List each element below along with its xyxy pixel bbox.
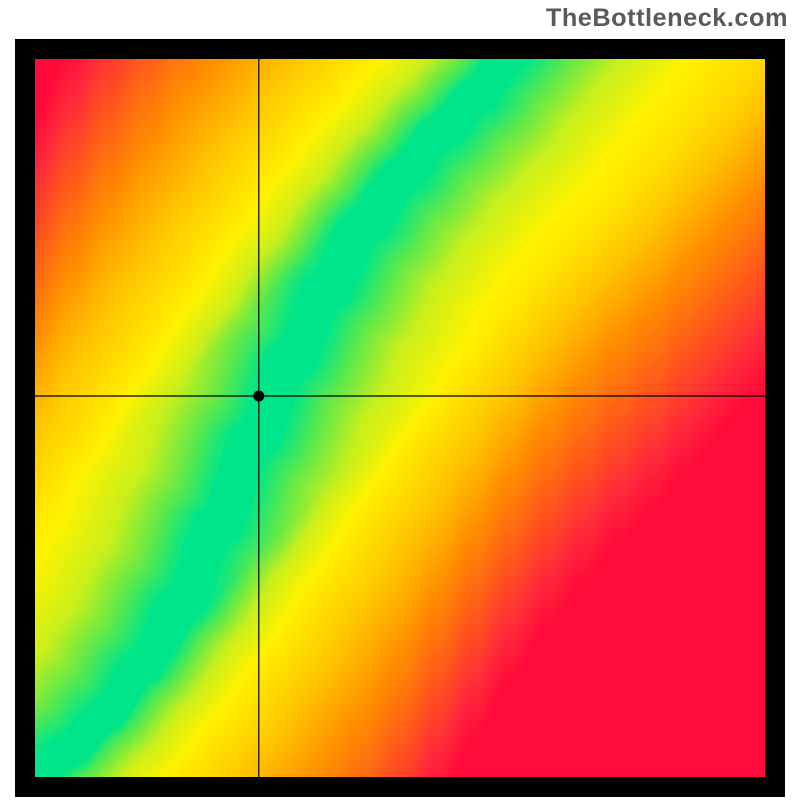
attribution-text: TheBottleneck.com [10,4,790,39]
heatmap-chart [15,39,785,797]
heatmap-canvas [35,59,765,777]
